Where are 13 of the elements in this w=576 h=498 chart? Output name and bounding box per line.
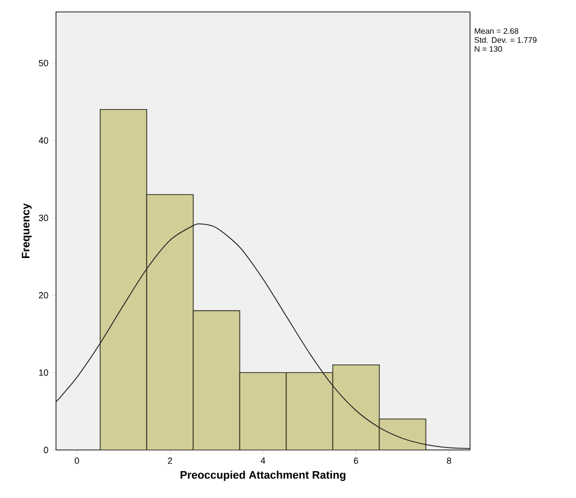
x-tick-label: 6 xyxy=(354,458,358,464)
y-axis-title: Frequency xyxy=(22,203,32,258)
x-tick-label: 4 xyxy=(260,458,266,464)
y-tick-label: 20 xyxy=(38,292,48,298)
y-tick-label: 50 xyxy=(38,60,48,66)
y-tick-label: 10 xyxy=(39,369,48,376)
x-tick-label: 0 xyxy=(74,458,80,464)
y-tick-label: 40 xyxy=(38,137,48,144)
y-tick-label: 0 xyxy=(44,446,48,454)
x-tick-label: 2 xyxy=(168,458,172,464)
x-axis-title: Preoccupied Attachment Rating xyxy=(180,470,346,481)
x-tick-label: 8 xyxy=(446,458,452,464)
y-tick-label: 30 xyxy=(38,214,48,222)
